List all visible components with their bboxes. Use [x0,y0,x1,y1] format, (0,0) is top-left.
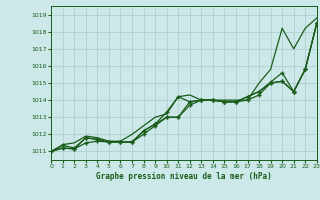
X-axis label: Graphe pression niveau de la mer (hPa): Graphe pression niveau de la mer (hPa) [96,172,272,181]
